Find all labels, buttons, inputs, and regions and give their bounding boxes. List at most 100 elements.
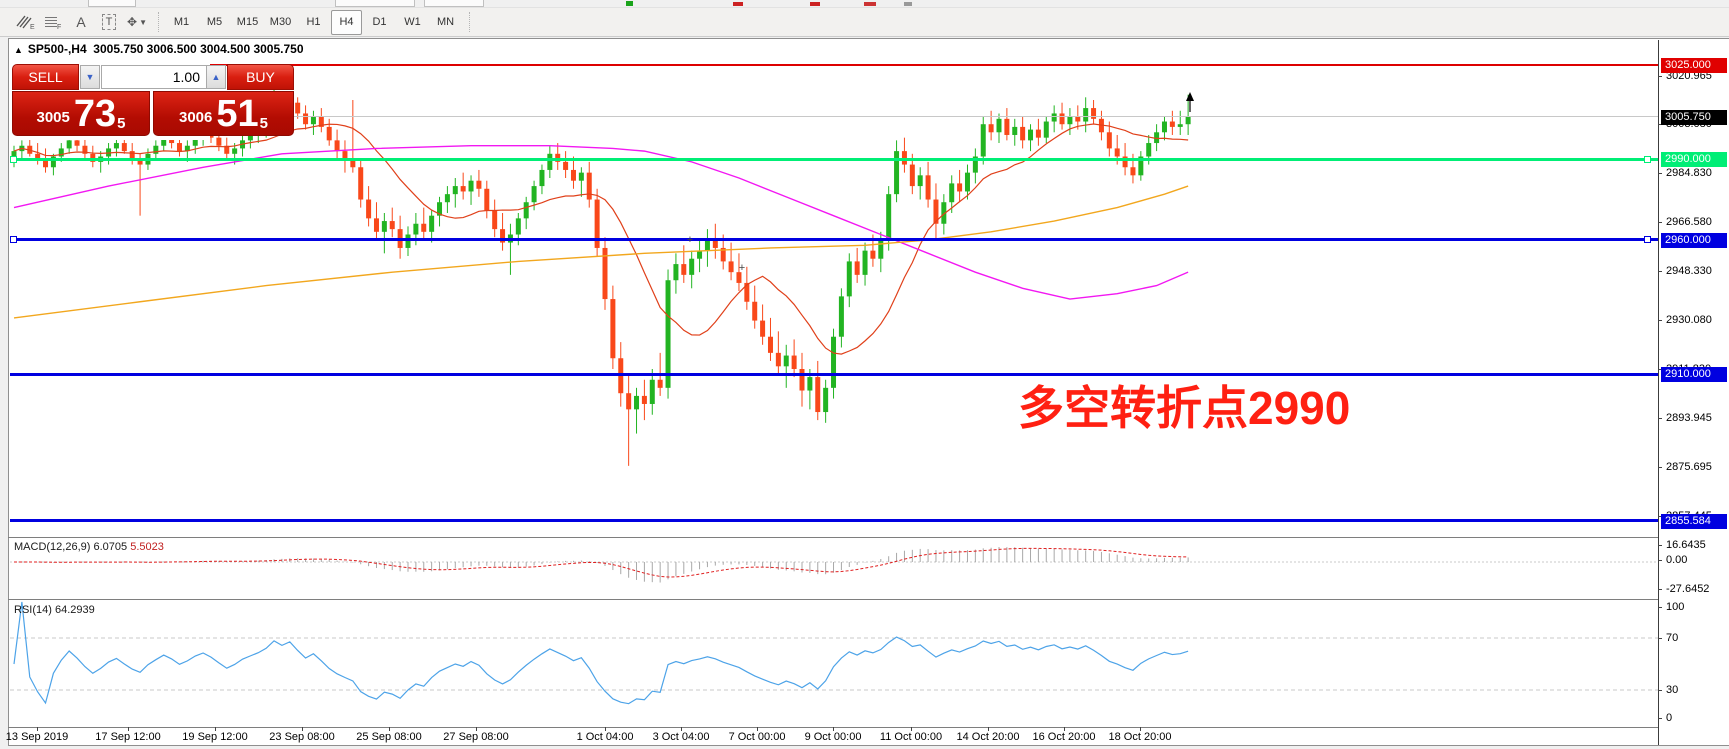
collapse-arrow-icon[interactable]: ▲	[14, 45, 23, 55]
timeframe-button-m1[interactable]: M1	[173, 16, 190, 28]
volume-decrease-button[interactable]: ▼	[80, 65, 100, 89]
time-tick-mark	[37, 727, 38, 731]
axis-tick-label: 2893.945	[1666, 412, 1712, 424]
time-label: 14 Oct 20:00	[956, 731, 1020, 743]
sell-price-pips: 73	[73, 93, 117, 135]
axis-tick-mark	[1658, 690, 1662, 691]
ohlc-values: 3005.750 3006.500 3004.500 3005.750	[93, 42, 304, 56]
axis-tick-label: 0.00	[1666, 554, 1688, 566]
price-line-2855.584[interactable]	[10, 519, 1658, 523]
price-badge-2855.584: 2855.584	[1661, 514, 1727, 529]
timeframe-button-m30[interactable]: M30	[269, 16, 292, 28]
axis-tick-label: 16.6435	[1666, 539, 1706, 551]
axis-tick-mark	[1658, 369, 1662, 370]
chevron-down-icon: ▼	[139, 17, 147, 27]
axis-tick-label: 30	[1666, 684, 1679, 696]
timeframe-button-h1[interactable]: H1	[306, 16, 321, 28]
timeframe-button-m15[interactable]: M15	[236, 16, 259, 28]
sell-price-handle: 3005	[36, 109, 70, 126]
rsi-label: RSI(14) 64.2939	[14, 604, 95, 616]
axis-tick-label: 2948.330	[1666, 265, 1712, 277]
symbol-title: SP500-,H4	[27, 42, 87, 56]
axis-tick-mark	[1658, 271, 1662, 272]
hidden-toolbar-icon-fragment	[864, 2, 876, 6]
text-box-icon: T	[101, 14, 117, 30]
price-badge-3025.000: 3025.000	[1661, 58, 1727, 73]
axis-tick-mark	[1658, 173, 1662, 174]
time-tick-mark	[476, 727, 477, 731]
axis-tick-label: 100	[1666, 601, 1685, 613]
axis-tick-mark	[1658, 638, 1662, 639]
line-handle[interactable]	[10, 236, 17, 244]
buy-price-pipette: 5	[259, 115, 268, 132]
axis-tick-label: 2984.830	[1666, 167, 1712, 179]
timeframe-button-m5[interactable]: M5	[206, 16, 223, 28]
timeframe-button-mn[interactable]: MN	[436, 16, 455, 28]
price-line-3025[interactable]	[10, 64, 1658, 67]
buy-button[interactable]: BUY	[227, 64, 294, 90]
timeframe-group: M1 M5 M15 M30 H1 H4 D1 W1 MN	[166, 9, 463, 35]
time-label: 3 Oct 04:00	[652, 731, 710, 743]
timeframe-button-h4[interactable]: H4	[331, 9, 362, 35]
chevron-down-icon: ▼	[85, 72, 95, 82]
grid-button[interactable]: F	[40, 10, 66, 35]
trade-panel-top-row: SELL ▼ 1.00 ▲ BUY	[12, 64, 294, 90]
sell-price-button[interactable]: 3005 73 5	[12, 91, 150, 136]
price-line-3005.75[interactable]	[10, 116, 1658, 118]
line-handle[interactable]	[10, 155, 17, 163]
buy-price-button[interactable]: 3006 51 5	[153, 91, 294, 136]
crosshair-marker: +	[738, 262, 746, 274]
one-click-trade-panel: SELL ▼ 1.00 ▲ BUY 3005 73 5 3006 51 5	[12, 64, 294, 136]
draw-styles-icon: E	[16, 15, 35, 30]
time-label: 27 Sep 08:00	[443, 731, 509, 743]
axis-tick-mark	[1658, 467, 1662, 468]
sell-button[interactable]: SELL	[12, 64, 79, 90]
text-label-button[interactable]: A	[68, 10, 94, 35]
time-label: 23 Sep 08:00	[269, 731, 335, 743]
panel-separator-macd[interactable]	[8, 537, 1658, 538]
time-tick-mark	[215, 727, 216, 731]
macd-label: MACD(12,26,9) 6.0705 5.5023	[14, 541, 164, 553]
price-badge-2960.000: 2960.000	[1661, 233, 1727, 248]
text-a-icon: A	[76, 14, 86, 30]
price-badge-2910.000: 2910.000	[1661, 367, 1727, 382]
hidden-toolbar-fragment	[424, 0, 484, 7]
grid-icon: F	[45, 17, 61, 30]
arrows-icon: ✥	[127, 15, 138, 29]
time-tick-mark	[302, 727, 303, 731]
svg-text:E: E	[30, 24, 35, 30]
toolbar-separator	[469, 12, 471, 32]
panel-separator-rsi[interactable]	[8, 599, 1658, 600]
timeframe-button-d1[interactable]: D1	[372, 16, 387, 28]
time-tick-mark	[605, 727, 606, 731]
axis-tick-mark	[1658, 418, 1662, 419]
chart-window	[8, 38, 1729, 746]
time-tick-mark	[833, 727, 834, 731]
time-label: 17 Sep 12:00	[95, 731, 161, 743]
time-label: 11 Oct 00:00	[879, 731, 943, 743]
hidden-toolbar-icon-fragment	[733, 2, 743, 6]
text-box-button[interactable]: T	[96, 10, 122, 35]
axis-tick-mark	[1658, 545, 1662, 546]
price-line-2910[interactable]	[10, 372, 1658, 376]
time-label: 19 Sep 12:00	[182, 731, 248, 743]
time-label: 9 Oct 00:00	[804, 731, 862, 743]
timeframe-button-w1[interactable]: W1	[404, 16, 421, 28]
chart-title: ▲ SP500-,H4 3005.750 3006.500 3004.500 30…	[14, 42, 304, 56]
cursor-mode-button[interactable]: ✥ ▼	[124, 10, 150, 35]
axis-tick-label: 2875.695	[1666, 461, 1712, 473]
axis-tick-label: 2966.580	[1666, 216, 1712, 228]
price-line-2990[interactable]	[10, 157, 1658, 161]
axis-tick-mark	[1658, 124, 1662, 125]
volume-input[interactable]: 1.00	[101, 65, 207, 89]
time-label: 13 Sep 2019	[5, 731, 69, 743]
volume-increase-button[interactable]: ▲	[206, 65, 226, 89]
time-tick-mark	[681, 727, 682, 731]
line-handle[interactable]	[1644, 155, 1651, 163]
draw-styles-button[interactable]: E	[12, 10, 38, 35]
line-handle[interactable]	[1644, 236, 1651, 244]
price-line-2960[interactable]	[10, 238, 1658, 242]
price-badge-3005.750: 3005.750	[1661, 110, 1727, 125]
time-tick-mark	[988, 727, 989, 731]
